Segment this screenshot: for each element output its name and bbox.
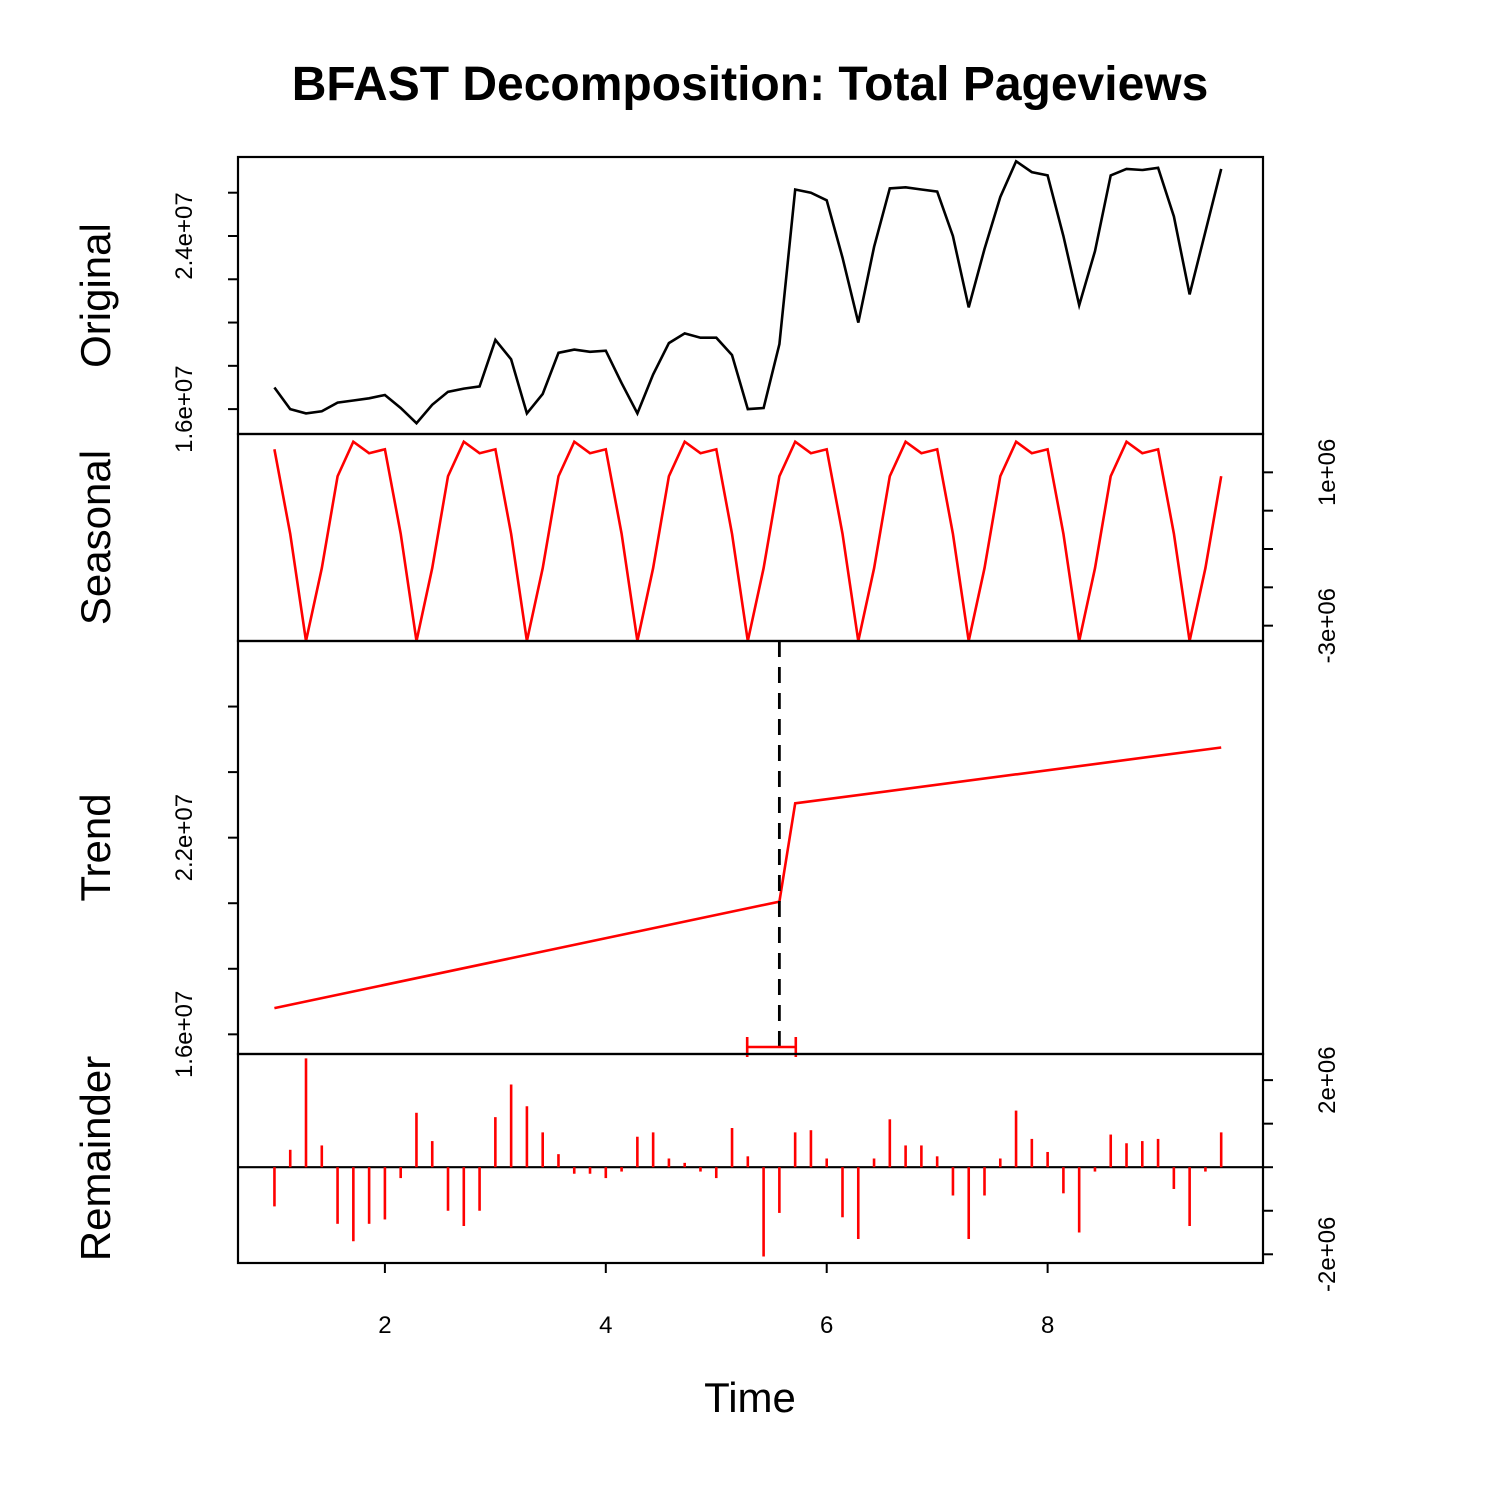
panel-remainder: -2e+06 2e+06 Remainder [72, 1046, 1341, 1292]
seasonal-panel-title: Seasonal [72, 450, 119, 625]
trend-panel-title: Trend [72, 793, 119, 901]
trend-y-tick-label: 1.6e+07 [171, 991, 198, 1078]
chart-title: BFAST Decomposition: Total Pageviews [292, 58, 1209, 111]
x-axis-label: Time [704, 1374, 796, 1421]
remainder-y-tick-label: -2e+06 [1314, 1217, 1341, 1292]
remainder-panel-title: Remainder [72, 1056, 119, 1261]
trend-panel-frame [236, 639, 1265, 1056]
original-y-tick-label: 2.4e+07 [171, 192, 198, 279]
x-tick-label: 6 [820, 1312, 833, 1339]
original-panel-title: Original [72, 223, 119, 368]
panel-seasonal: -3e+06 1e+06 Seasonal [72, 432, 1341, 663]
remainder-y-tick-label: 2e+06 [1314, 1046, 1341, 1113]
x-axis: 2 4 6 8 [378, 1263, 1054, 1339]
original-series-line [273, 159, 1223, 426]
original-y-tick-label: 1.6e+07 [171, 365, 198, 452]
remainder-panel-frame [236, 1052, 1265, 1265]
x-tick-label: 8 [1041, 1312, 1054, 1339]
seasonal-series-line [273, 439, 1223, 642]
seasonal-y-tick-label: 1e+06 [1314, 439, 1341, 506]
panels: 1.6e+07 2.4e+07 Original -3e+06 1e+06 Seasona… [72, 155, 1341, 1292]
seasonal-y-tick-label: -3e+06 [1314, 588, 1341, 663]
panel-trend: 1.6e+07 2.2e+07 Trend [72, 639, 1265, 1078]
x-tick-label: 4 [599, 1312, 612, 1339]
x-tick-label: 2 [378, 1312, 391, 1339]
panel-original: 1.6e+07 2.4e+07 Original [72, 155, 1265, 453]
trend-series-line [274, 746, 1222, 1010]
seasonal-panel-frame [236, 432, 1265, 643]
original-panel-frame [236, 155, 1265, 436]
trend-y-tick-label: 2.2e+07 [171, 794, 198, 881]
